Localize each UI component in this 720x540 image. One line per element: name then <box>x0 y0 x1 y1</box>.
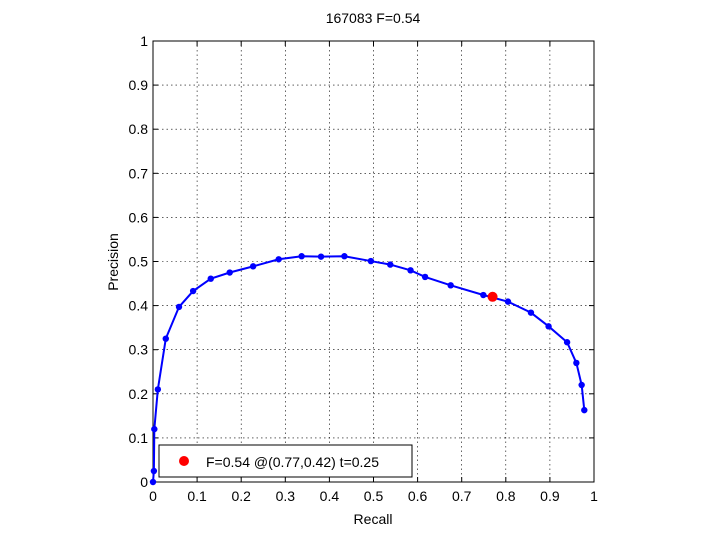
y-tick-label: 0.5 <box>129 254 149 270</box>
pr-curve-point <box>527 309 535 316</box>
pr-curve-point <box>154 386 162 393</box>
y-tick-label: 1 <box>140 33 148 49</box>
legend-box <box>158 444 413 478</box>
x-tick-label: 0.3 <box>276 488 296 504</box>
pr-curve-point <box>275 256 282 263</box>
x-tick-label: 0.1 <box>187 488 207 504</box>
y-tick-label: 0.1 <box>129 430 149 446</box>
x-tick-label: 0 <box>149 488 157 504</box>
pr-curve-point <box>407 267 414 274</box>
pr-curve-point <box>189 287 197 295</box>
pr-curve-point <box>341 253 348 260</box>
pr-curve-point <box>317 253 325 260</box>
pr-curve-point <box>545 323 552 330</box>
pr-curve-point <box>175 303 183 311</box>
x-axis-label: Recall <box>354 511 393 527</box>
pr-curve-point <box>249 263 257 270</box>
ticks <box>152 40 595 483</box>
tick-labels: 0 0.1 0.2 0.3 0.4 0.5 0.6 0.7 0.8 0.9 1 0 0.1 0.2 0.3 0… <box>129 33 599 504</box>
y-tick-label: 0.4 <box>129 298 149 314</box>
y-tick-label: 0.6 <box>129 209 149 225</box>
pr-curve-point <box>207 275 214 282</box>
pr-curve-point <box>226 269 233 276</box>
pr-curve-point <box>162 335 169 342</box>
pr-curve-point <box>447 282 454 289</box>
chart-title: 167083 F=0.54 <box>326 10 421 26</box>
x-tick-label: 0.2 <box>231 488 251 504</box>
x-tick-label: 0.7 <box>452 488 472 504</box>
pr-curve-point <box>573 359 580 367</box>
pr-curve-point <box>387 261 394 268</box>
x-tick-label: 0.6 <box>408 488 428 504</box>
pr-curve-point <box>504 298 512 305</box>
grid <box>153 41 594 482</box>
pr-curve-point <box>421 273 429 281</box>
x-tick-label: 0.5 <box>364 488 384 504</box>
best-f-point <box>487 291 498 302</box>
x-tick-label: 0.8 <box>496 488 516 504</box>
pr-curve-point <box>298 253 305 260</box>
series <box>149 253 588 486</box>
legend-marker <box>179 456 189 466</box>
y-axis-label: Precision <box>105 233 121 291</box>
y-tick-label: 0.7 <box>129 165 149 181</box>
y-tick-label: 0 <box>140 474 148 490</box>
pr-curve-point <box>578 381 585 389</box>
pr-curve-point <box>367 257 375 265</box>
legend-label: F=0.54 @(0.77,0.42) t=0.25 <box>206 454 379 470</box>
y-tick-label: 0.3 <box>129 342 149 358</box>
pr-curve-point <box>581 406 588 414</box>
x-tick-label: 1 <box>590 488 598 504</box>
pr-curve-point <box>563 339 571 346</box>
y-tick-label: 0.2 <box>129 386 149 402</box>
pr-curve-point <box>480 291 487 299</box>
x-tick-label: 0.9 <box>540 488 560 504</box>
pr-curve-point <box>149 478 157 486</box>
x-tick-label: 0.4 <box>320 488 340 504</box>
pr-curve-point <box>151 425 158 433</box>
y-tick-label: 0.8 <box>129 121 149 137</box>
legend: F=0.54 @(0.77,0.42) t=0.25 <box>158 444 413 478</box>
pr-curve-point <box>150 467 158 475</box>
y-tick-label: 0.9 <box>129 77 149 93</box>
